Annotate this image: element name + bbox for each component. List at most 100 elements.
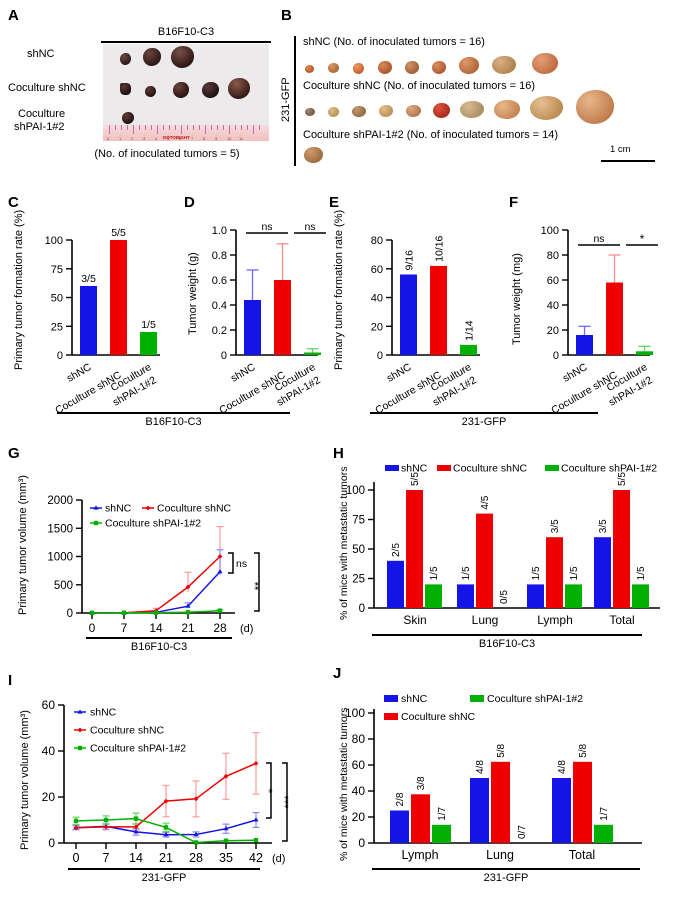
panel-letter-d: D: [184, 194, 195, 211]
panel-h-chart: % of mice with metastatic tumors shNC Co…: [330, 450, 675, 640]
panel-i-legend-coculture-shnc: Coculture shNC: [90, 725, 165, 737]
panel-b-row-label-shnc: shNC (No. of inoculated tumors = 16): [303, 36, 485, 48]
panel-j-ytick-1: 20: [352, 810, 366, 824]
panel-letter-e: E: [329, 194, 340, 211]
panel-a-photo: 0 1 2 3 4 5 6 7 8 9 10 11 DOTOBIGHT: [103, 44, 269, 141]
panel-j-label-lymph-coculture-shpai1: 1/7: [437, 806, 448, 820]
panel-j-label-total-coculture-shpai1: 1/7: [599, 806, 610, 820]
panel-a-ruler: 0 1 2 3 4 5 6 7 8 9 10 11 DOTOBIGHT: [103, 125, 269, 141]
panel-j-chart: % of mice with metastatic tumors shNC Co…: [330, 665, 675, 880]
panel-i-ytick-3: 60: [42, 698, 56, 712]
panel-j-ytick-0: 0: [358, 836, 365, 850]
panel-c-xlabel-shnc: shNC: [65, 361, 94, 385]
panel-i-legend-coculture-shpai1: Coculture shPAI-1#2: [90, 743, 186, 755]
panel-c-ytick-3: 75: [51, 264, 63, 276]
panel-h-legend-coculture-shpai1: Coculture shPAI-1#2: [561, 463, 657, 475]
panel-d-ytick-1: 0.2: [212, 325, 227, 337]
panel-h-ylabel: % of mice with metastatic tumors: [338, 467, 350, 620]
panel-i-footer: 231-GFP: [141, 872, 187, 884]
panel-f-svg: Tumor weight (mg) 0 20 40 60 80 100: [511, 225, 658, 417]
panel-h-label-skin-shnc: 2/5: [391, 543, 402, 557]
panel-i-sig-inner: *: [267, 788, 279, 793]
panel-b-row-label-coculture-shnc: Coculture shNC (No. of inoculated tumors…: [303, 80, 536, 92]
ruler-num-3: 3: [143, 136, 146, 141]
panel-i-xtick-3: 21: [159, 851, 173, 865]
panel-i-xtick-4: 28: [189, 851, 203, 865]
panel-d-chart: Tumor weight (g) 0 0.2 0.4 0.6 0.8 1.0: [178, 205, 328, 417]
panel-g-legend-coculture-shnc: Coculture shNC: [157, 503, 232, 515]
ruler-num-2: 2: [131, 136, 134, 141]
panel-ef-footer-rule: [370, 412, 598, 414]
panel-j-bar-lymph-shnc: [390, 810, 409, 843]
panel-f-ytick-0: 0: [553, 350, 559, 362]
panel-c-bar-coculture-shpai1: [140, 332, 157, 355]
panel-d-ylabel: Tumor weight (g): [187, 252, 199, 335]
panel-j-ytick-2: 40: [352, 784, 366, 798]
panel-h-bar-lymph-coculture-shnc: [546, 537, 563, 608]
panel-ef-footer: 231-GFP: [461, 416, 507, 428]
panel-h-bar-skin-shnc: [387, 560, 404, 608]
panel-c-bar-label-1: 5/5: [111, 227, 126, 239]
panel-c-ytick-2: 50: [51, 293, 63, 305]
ruler-brand: DOTOBIGHT: [163, 135, 190, 140]
panel-h-footer: B16F10-C3: [478, 638, 536, 650]
panel-letter-h: H: [333, 445, 344, 462]
ruler-num-10: 10: [227, 136, 232, 141]
panel-h-ytick-2: 50: [352, 544, 365, 556]
panel-j-legend-key-coculture-shpai1: [470, 695, 484, 702]
panel-letter-f: F: [509, 194, 519, 211]
panel-h-bar-total-coculture-shnc: [613, 490, 630, 608]
panel-h-legend-key-coculture-shnc: [437, 465, 451, 471]
panel-e-bar-label-2: 1/14: [464, 320, 476, 341]
panel-h-ytick-3: 75: [352, 515, 365, 527]
panel-h-footer-rule: [372, 634, 642, 636]
panel-g-xunit: (d): [240, 623, 253, 635]
panel-letter-i: I: [8, 672, 13, 689]
panel-h-legend: shNC Coculture shNC Coculture shPAI-1#2: [385, 463, 657, 475]
panel-i-ytick-1: 20: [42, 790, 56, 804]
panel-j-ytick-5: 100: [345, 706, 365, 720]
panel-g-legend-coculture-shpai1: Coculture shPAI-1#2: [105, 518, 201, 530]
panel-i-chart: Primary tumor volume (mm³) 0 20 40 60: [0, 665, 330, 880]
panel-b-scale-label: 1 cm: [610, 144, 631, 155]
panel-h-bar-lung-coculture-shnc: [476, 513, 493, 608]
panel-g-xtick-2: 14: [149, 621, 163, 635]
panel-e-ylabel: Primary tumor formation rate (%): [333, 210, 345, 370]
panel-h-bar-lymph-coculture-shpai1: [565, 584, 582, 608]
ruler-num-1: 1: [119, 136, 122, 141]
panel-j-label-total-shnc: 4/8: [557, 760, 568, 774]
panel-g-ylabel: Primary tumor volume (mm³): [17, 475, 29, 615]
panel-i-xunit: (d): [272, 853, 285, 865]
panel-g-footer: B16F10-C3: [130, 641, 188, 653]
panel-j-legend: shNC Coculture shPAI-1#2 Coculture shNC: [384, 693, 583, 723]
panel-j-bar-lymph-coculture-shpai1: [432, 824, 451, 843]
panel-j-legend-shnc: shNC: [401, 693, 428, 705]
panel-h-legend-key-coculture-shpai1: [545, 465, 559, 471]
panel-j-cat-1: Lung: [486, 848, 514, 862]
panel-h-label-total-shnc: 3/5: [598, 519, 609, 533]
panel-h-legend-coculture-shnc: Coculture shNC: [453, 463, 528, 475]
panel-h-cat-0: Skin: [403, 613, 426, 627]
panel-i-legend: shNC Coculture shNC Coculture shPAI-1#2: [74, 707, 186, 755]
panel-g-sig-outer: **: [253, 581, 265, 590]
panel-g-xtick-1: 7: [121, 621, 128, 635]
panel-e-bar-coculture-shpai1: [460, 344, 477, 355]
panel-j-legend-key-shnc: [384, 695, 398, 702]
panel-e-bar-label-1: 10/16: [434, 235, 446, 261]
panel-i-xtick-6: 42: [249, 851, 263, 865]
panel-d-ytick-3: 0.6: [212, 275, 227, 287]
panel-a-row-label-coculture-shpai1-line2: shPAI-1#2: [14, 121, 65, 133]
panel-f-chart: Tumor weight (mg) 0 20 40 60 80 100: [500, 205, 660, 417]
panel-g-line-shnc: [91, 571, 221, 614]
panel-j-bar-total-shnc: [552, 778, 571, 843]
panel-i-xtick-2: 14: [129, 851, 143, 865]
panel-h-bar-total-coculture-shpai1: [632, 584, 649, 608]
panel-g-markers-coculture-shpai1: [89, 608, 223, 616]
panel-c-ytick-0: 0: [57, 350, 63, 362]
panel-f-ytick-4: 80: [547, 250, 559, 262]
panel-i-xtick-1: 7: [103, 851, 110, 865]
panel-j-footer-rule: [372, 868, 640, 870]
panel-c-bar-label-0: 3/5: [81, 273, 96, 285]
panel-f-sig-1: ns: [593, 233, 604, 245]
panel-j-legend-key-coculture-shnc: [384, 713, 398, 720]
